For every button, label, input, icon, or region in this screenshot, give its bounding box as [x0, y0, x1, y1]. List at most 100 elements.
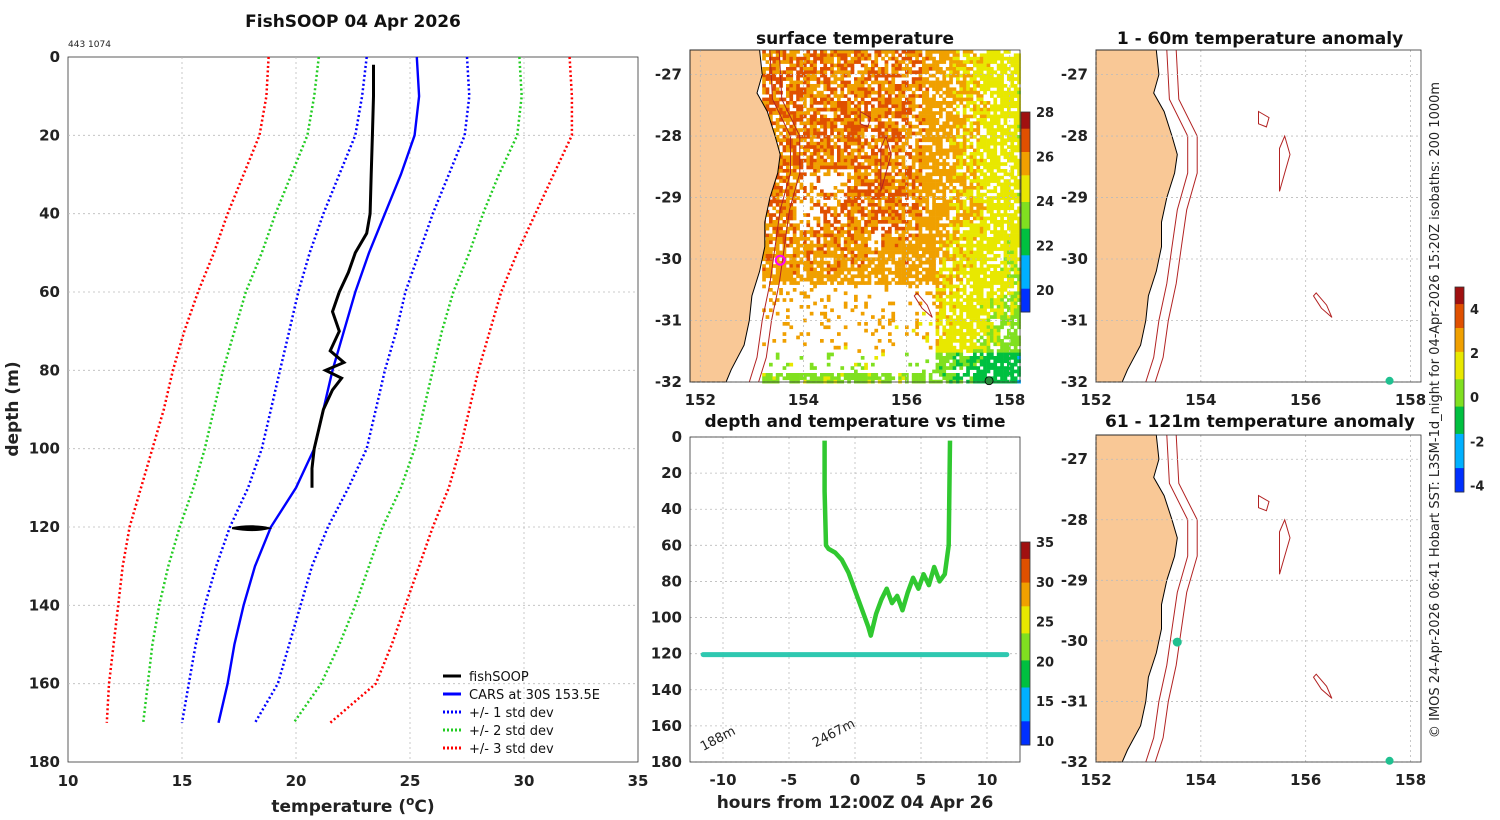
profile-x-tick: 20: [286, 772, 307, 790]
sst-cell: [901, 182, 906, 187]
sst-cell: [782, 148, 787, 153]
sst-cell: [884, 104, 889, 109]
sst-cell: [779, 141, 783, 146]
sst-cell: [976, 274, 981, 279]
sst-cell: [1003, 301, 1008, 306]
sst-cell: [796, 373, 800, 377]
sst-cell: [786, 162, 790, 166]
sst-cell: [884, 124, 889, 129]
sst-cell: [983, 322, 987, 326]
sst-cell: [915, 240, 919, 245]
sst-cell: [809, 118, 814, 122]
sst-cell: [874, 356, 879, 360]
sst-cell: [918, 128, 923, 132]
sst-cell: [813, 145, 817, 149]
sst-cell: [956, 189, 960, 194]
sst-cell: [792, 182, 797, 187]
sst-cell: [928, 277, 933, 282]
sst-cell: [996, 288, 1001, 292]
sst-cell: [942, 209, 947, 214]
sst-cell: [986, 369, 991, 374]
sst-cell: [881, 94, 885, 98]
sst-cell: [850, 274, 855, 279]
sst-cell: [905, 56, 909, 61]
sst-cell: [939, 182, 943, 187]
sst-cell: [762, 257, 766, 262]
sst-cell: [901, 250, 906, 255]
sst-cell: [901, 237, 906, 241]
sst-cell: [762, 264, 766, 268]
sst-cell: [952, 257, 957, 262]
sst-cell: [908, 104, 913, 109]
sst-cell: [952, 267, 957, 272]
sst-cell: [959, 254, 964, 258]
sst-cell: [942, 315, 947, 319]
sst-cell: [928, 175, 933, 180]
sst-cell: [1007, 206, 1011, 211]
sst-cell: [1013, 308, 1018, 313]
sst-cell: [826, 94, 831, 98]
sst-cell: [952, 308, 957, 313]
sst-cell: [901, 50, 906, 54]
sst-cell: [1000, 186, 1004, 190]
sst-cell: [860, 94, 865, 98]
sst-cell: [816, 281, 821, 285]
colorbar-cell: [1021, 572, 1030, 577]
sst-cell: [993, 243, 998, 248]
sst-cell: [942, 369, 947, 374]
sst-cell: [956, 243, 960, 248]
sst-cell: [990, 84, 994, 88]
sst-cell: [786, 260, 790, 265]
sst-cell: [928, 155, 933, 160]
sst-cell: [986, 50, 991, 54]
sst-cell: [1000, 135, 1004, 139]
sst-cell: [813, 50, 817, 54]
sst-cell: [813, 94, 817, 98]
sst-cell: [833, 240, 838, 245]
sst-cell: [843, 107, 848, 112]
sst-cell: [833, 288, 838, 292]
sst-cell: [1010, 339, 1015, 343]
sst-cell: [806, 192, 811, 197]
sst-cell: [973, 226, 977, 231]
depth-time-y-tick: 140: [651, 681, 682, 699]
sst-cell: [928, 53, 933, 58]
sst-cell: [935, 230, 940, 234]
sst-cell: [874, 223, 879, 228]
sst-cell: [986, 342, 991, 347]
sst-cell: [976, 107, 981, 112]
sst-cell: [908, 192, 913, 197]
sst-cell: [983, 301, 987, 306]
sst-cell: [864, 63, 868, 68]
colorbar-tick: 24: [1036, 195, 1054, 210]
sst-cell: [962, 128, 967, 132]
sst-cell: [973, 162, 977, 166]
sst-cell: [1013, 359, 1018, 364]
sst-cell: [996, 339, 1001, 343]
sst-cell: [983, 226, 987, 231]
sst-cell: [986, 366, 991, 370]
sst-cell: [789, 148, 794, 153]
sst-cell: [942, 84, 947, 88]
sst-cell: [888, 267, 892, 272]
sst-cell: [928, 260, 933, 265]
sst-cell: [911, 162, 916, 166]
sst-cell: [820, 298, 824, 302]
sst-cell: [881, 243, 885, 248]
sst-cell: [990, 209, 994, 214]
sst-cell: [1013, 369, 1018, 374]
sst-cell: [857, 87, 862, 92]
sst-cell: [820, 121, 824, 126]
sst-cell: [871, 376, 875, 381]
sst-cell: [956, 192, 960, 197]
sst-cell: [973, 175, 977, 180]
sst-cell: [850, 281, 855, 285]
sst-cell: [996, 277, 1001, 282]
sst-cell: [1007, 111, 1011, 115]
sst-cell: [1000, 318, 1004, 323]
colorbar-cell: [1021, 548, 1030, 553]
sst-cell: [891, 250, 896, 255]
sst-cell: [949, 131, 953, 136]
sst-cell: [1010, 257, 1015, 262]
sst-cell: [973, 111, 977, 115]
